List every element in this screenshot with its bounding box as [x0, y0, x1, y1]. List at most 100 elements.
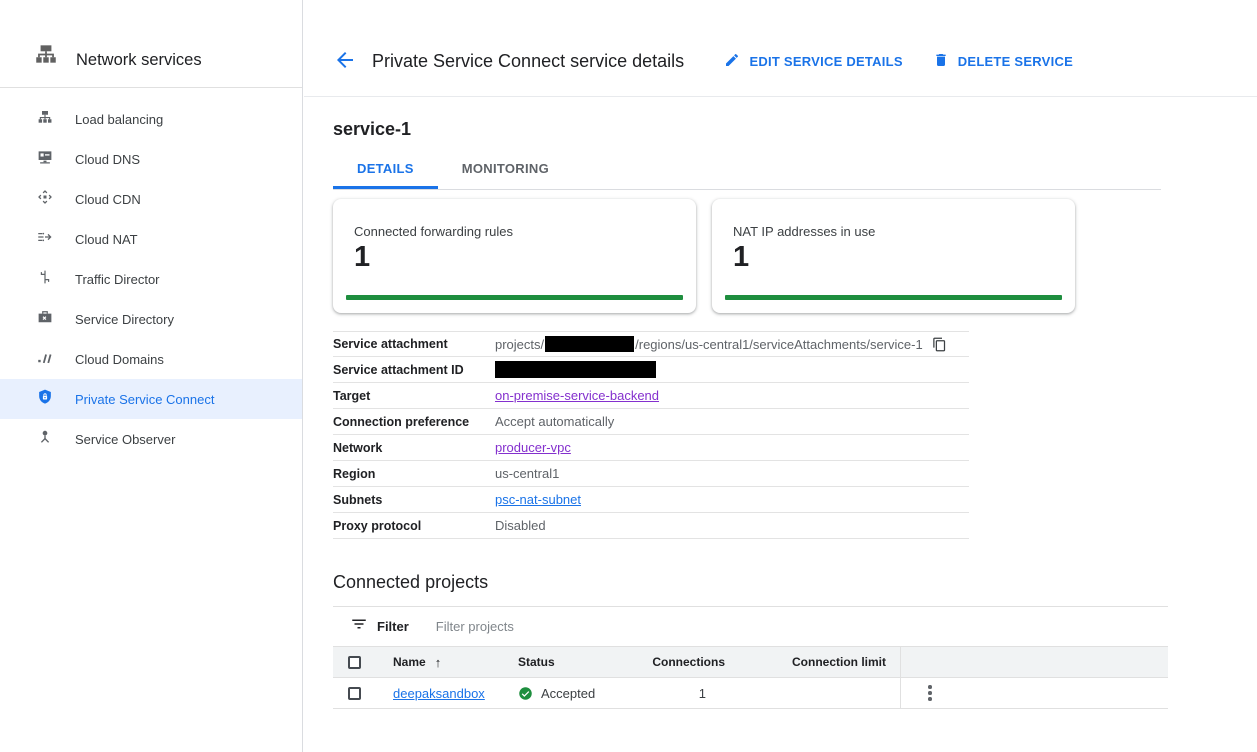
- sort-ascending-icon: ↑: [434, 654, 442, 670]
- card-value: 1: [354, 241, 371, 273]
- page-header: Private Service Connect service details …: [304, 0, 1257, 97]
- sidebar-item-label: Cloud DNS: [75, 151, 141, 167]
- sidebar-nav: Load balancing Cloud DNS Cloud CDN Cloud…: [0, 88, 302, 459]
- sidebar: Network services Load balancing Cloud DN…: [0, 0, 303, 752]
- filter-bar: Filter Filter projects: [333, 606, 1168, 646]
- sidebar-item-cloud-dns[interactable]: Cloud DNS: [0, 139, 302, 179]
- card-value: 1: [733, 241, 750, 273]
- sidebar-item-cloud-cdn[interactable]: Cloud CDN: [0, 179, 302, 219]
- copy-icon[interactable]: [932, 337, 947, 352]
- property-value: projects/ /regions/us-central1/serviceAt…: [495, 336, 947, 352]
- service-name: service-1: [333, 119, 412, 139]
- usage-bar: [725, 295, 1062, 300]
- connections-cell: 1: [698, 685, 706, 701]
- status-badge: Accepted: [541, 685, 596, 701]
- traffic-director-icon: [36, 268, 54, 291]
- service-directory-icon: [36, 308, 54, 331]
- sidebar-item-label: Cloud Domains: [75, 351, 164, 367]
- row-menu-icon[interactable]: [925, 682, 935, 704]
- header-actions: EDIT SERVICE DETAILS DELETE SERVICE: [724, 52, 1073, 72]
- property-label: Target: [333, 388, 371, 403]
- row-actions-cell: [900, 678, 1168, 708]
- filter-projects-input[interactable]: Filter projects: [435, 619, 514, 634]
- cloud-domains-icon: [36, 348, 54, 371]
- service-properties: Service attachment projects/ /regions/us…: [333, 331, 969, 539]
- property-value: us-central1: [495, 466, 560, 481]
- load-balancing-icon: [36, 108, 54, 131]
- table-header-row: Name ↑ Status Connections Connection lim…: [333, 646, 1168, 678]
- column-header-connection-limit: Connection limit: [792, 655, 886, 669]
- service-attachment-prefix: projects/: [495, 336, 545, 352]
- service-observer-icon: [36, 428, 54, 451]
- column-header-actions: [900, 647, 1168, 677]
- sidebar-item-label: Cloud CDN: [75, 191, 141, 207]
- page-title: Private Service Connect service details: [372, 51, 685, 71]
- property-value: on-premise-service-backend: [495, 388, 659, 403]
- property-value: psc-nat-subnet: [495, 492, 581, 507]
- property-label: Service attachment ID: [333, 362, 464, 377]
- redacted-project-id: [545, 336, 635, 352]
- network-services-icon: [33, 41, 59, 72]
- property-row: Network producer-vpc: [333, 435, 969, 461]
- usage-bar: [346, 295, 683, 300]
- card-label: NAT IP addresses in use: [733, 224, 876, 239]
- header-checkbox-cell: [333, 655, 380, 669]
- row-checkbox[interactable]: [348, 686, 361, 700]
- property-row: Subnets psc-nat-subnet: [333, 487, 969, 513]
- content: service-1 DETAILS MONITORING Connected f…: [304, 119, 1257, 709]
- subnet-link[interactable]: psc-nat-subnet: [495, 492, 581, 507]
- sidebar-item-service-directory[interactable]: Service Directory: [0, 299, 302, 339]
- sidebar-item-cloud-nat[interactable]: Cloud NAT: [0, 219, 302, 259]
- table-row: deepaksandbox Accepted 1: [333, 678, 1168, 709]
- network-link[interactable]: producer-vpc: [495, 440, 571, 455]
- sidebar-title: Network services: [76, 51, 202, 69]
- sidebar-item-traffic-director[interactable]: Traffic Director: [0, 259, 302, 299]
- status-cell: Accepted: [515, 686, 645, 701]
- tab-details[interactable]: DETAILS: [333, 155, 438, 189]
- sidebar-item-label: Service Directory: [75, 311, 174, 327]
- delete-service-button[interactable]: DELETE SERVICE: [933, 52, 1073, 71]
- sidebar-item-private-service-connect[interactable]: Private Service Connect: [0, 379, 302, 419]
- sidebar-item-service-observer[interactable]: Service Observer: [0, 419, 302, 459]
- filter-label[interactable]: Filter: [377, 619, 409, 634]
- summary-cards: Connected forwarding rules 1 NAT IP addr…: [333, 199, 1257, 313]
- cloud-cdn-icon: [36, 188, 54, 211]
- sidebar-item-load-balancing[interactable]: Load balancing: [0, 99, 302, 139]
- redacted-attachment-id: [495, 361, 656, 378]
- property-row: Service attachment ID: [333, 357, 969, 383]
- sidebar-item-label: Private Service Connect: [75, 391, 215, 407]
- edit-service-details-button[interactable]: EDIT SERVICE DETAILS: [724, 52, 903, 71]
- select-all-checkbox[interactable]: [348, 655, 361, 669]
- column-header-status: Status: [515, 655, 645, 669]
- tab-monitoring[interactable]: MONITORING: [461, 161, 550, 176]
- property-row: Service attachment projects/ /regions/us…: [333, 331, 969, 357]
- column-header-name[interactable]: Name ↑: [380, 655, 515, 670]
- sidebar-item-cloud-domains[interactable]: Cloud Domains: [0, 339, 302, 379]
- column-header-connections: Connections: [652, 655, 725, 669]
- row-checkbox-cell: [333, 686, 380, 700]
- property-value: producer-vpc: [495, 440, 571, 455]
- property-row: Connection preference Accept automatical…: [333, 409, 969, 435]
- cloud-nat-icon: [36, 228, 54, 251]
- property-label: Network: [333, 440, 383, 455]
- property-row: Target on-premise-service-backend: [333, 383, 969, 409]
- project-link[interactable]: deepaksandbox: [393, 685, 485, 701]
- property-value: [495, 361, 656, 378]
- back-button[interactable]: [333, 48, 357, 72]
- connected-projects-title: Connected projects: [333, 572, 489, 592]
- property-value: Accept automatically: [495, 414, 615, 429]
- sidebar-item-label: Traffic Director: [75, 271, 160, 287]
- property-label: Subnets: [333, 492, 383, 507]
- pencil-icon: [724, 52, 740, 71]
- property-label: Service attachment: [333, 337, 448, 351]
- property-label: Proxy protocol: [333, 518, 422, 533]
- cloud-dns-icon: [36, 148, 54, 171]
- column-header-label: Status: [518, 655, 555, 669]
- target-link[interactable]: on-premise-service-backend: [495, 388, 660, 403]
- edit-service-details-label: EDIT SERVICE DETAILS: [749, 54, 903, 69]
- main: Private Service Connect service details …: [304, 0, 1257, 752]
- shield-lock-icon: [36, 388, 54, 411]
- property-label: Region: [333, 466, 376, 481]
- filter-icon[interactable]: [350, 615, 368, 638]
